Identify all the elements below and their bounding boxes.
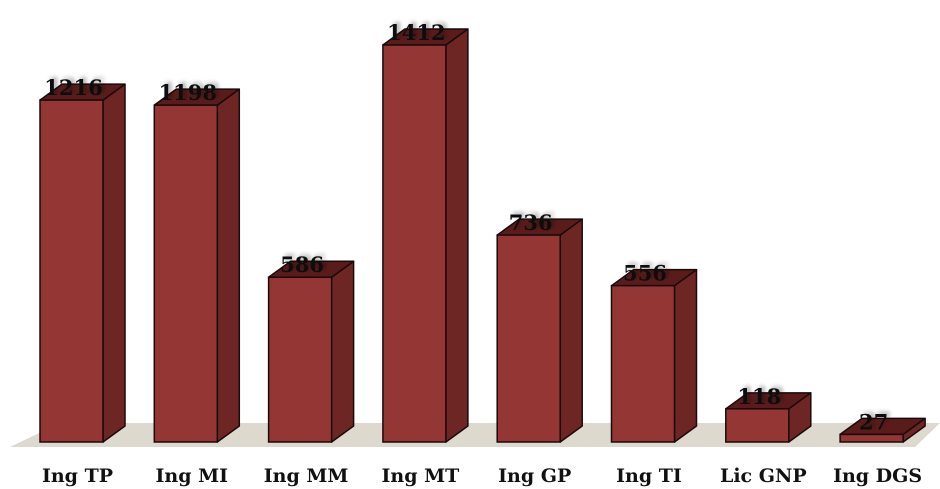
bar-front [839,433,904,443]
value-label-8: 27 [859,409,888,434]
bar-side [673,268,698,443]
bar-front [382,44,447,443]
bar-1 [39,83,126,443]
value-labels-layer: 1216 1198 586 1412 736 556 118 27 [44,20,888,434]
value-label-1: 1216 [44,75,102,100]
category-label-8: Ing DGS [833,465,922,487]
bar-side [102,83,126,443]
bar-8 [839,417,926,443]
bar-side [559,218,583,443]
value-label-3: 586 [280,252,324,277]
value-label-6: 556 [623,261,667,286]
bar-side [445,28,469,443]
bar-front [725,408,790,443]
bar-4 [382,28,469,443]
bars-layer [39,28,926,443]
bar-7 [725,392,812,443]
value-label-2: 1198 [159,80,217,105]
value-label-5: 736 [509,210,553,235]
category-label-4: Ing MT [382,465,460,487]
value-label-7: 118 [737,384,781,409]
bar-front [610,284,676,443]
category-label-1: Ing TP [42,465,113,487]
bar-5 [496,218,583,443]
category-label-2: Ing MI [156,465,229,487]
category-label-5: Ing GP [498,465,571,487]
bar-front [496,234,561,443]
bar-3 [267,260,355,443]
category-label-6: Ing TI [616,465,682,487]
bar-side [216,88,241,443]
bar-6 [610,268,698,443]
bar-side [330,260,355,443]
bar-front [267,276,333,443]
bar-2 [153,88,241,443]
bar-front [153,104,219,443]
category-labels-layer: Ing TP Ing MI Ing MM Ing MT Ing GP Ing TI Lic … [42,465,922,487]
bar-front [39,99,104,443]
value-label-4: 1412 [387,20,445,45]
chart-floor [10,423,940,447]
category-label-3: Ing MM [264,465,349,487]
category-label-7: Lic GNP [720,465,807,487]
